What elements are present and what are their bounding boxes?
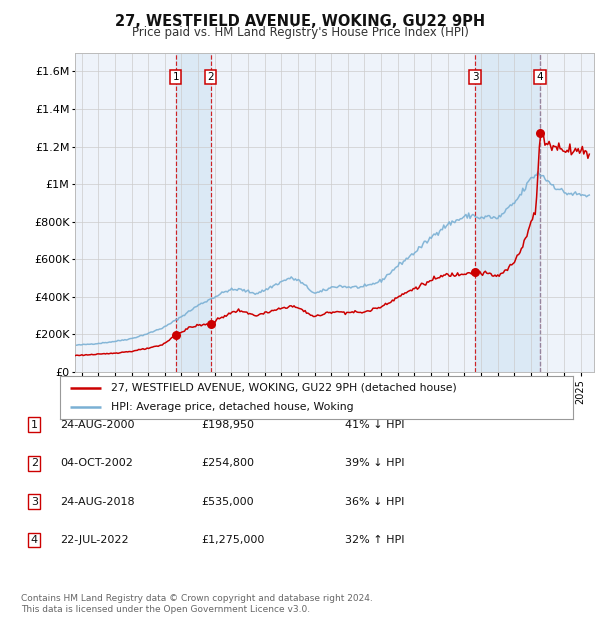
Text: 04-OCT-2002: 04-OCT-2002 xyxy=(60,458,133,468)
Text: 3: 3 xyxy=(472,72,478,82)
Text: 24-AUG-2018: 24-AUG-2018 xyxy=(60,497,134,507)
Text: 22-JUL-2022: 22-JUL-2022 xyxy=(60,535,128,545)
Text: £1,275,000: £1,275,000 xyxy=(201,535,265,545)
Text: 27, WESTFIELD AVENUE, WOKING, GU22 9PH (detached house): 27, WESTFIELD AVENUE, WOKING, GU22 9PH (… xyxy=(112,383,457,392)
Text: 2: 2 xyxy=(208,72,214,82)
Text: Contains HM Land Registry data © Crown copyright and database right 2024.: Contains HM Land Registry data © Crown c… xyxy=(21,593,373,603)
Text: £535,000: £535,000 xyxy=(201,497,254,507)
Bar xyxy=(176,53,211,372)
Text: 4: 4 xyxy=(31,535,38,545)
Text: 24-AUG-2000: 24-AUG-2000 xyxy=(60,420,134,430)
Text: 27, WESTFIELD AVENUE, WOKING, GU22 9PH: 27, WESTFIELD AVENUE, WOKING, GU22 9PH xyxy=(115,14,485,29)
Text: 36% ↓ HPI: 36% ↓ HPI xyxy=(345,497,404,507)
Text: 41% ↓ HPI: 41% ↓ HPI xyxy=(345,420,404,430)
Text: 4: 4 xyxy=(537,72,544,82)
Text: 2: 2 xyxy=(31,458,38,468)
Text: 39% ↓ HPI: 39% ↓ HPI xyxy=(345,458,404,468)
Text: HPI: Average price, detached house, Woking: HPI: Average price, detached house, Woki… xyxy=(112,402,354,412)
Text: 3: 3 xyxy=(31,497,38,507)
Text: This data is licensed under the Open Government Licence v3.0.: This data is licensed under the Open Gov… xyxy=(21,604,310,614)
Text: Price paid vs. HM Land Registry's House Price Index (HPI): Price paid vs. HM Land Registry's House … xyxy=(131,26,469,39)
Text: 32% ↑ HPI: 32% ↑ HPI xyxy=(345,535,404,545)
Text: £198,950: £198,950 xyxy=(201,420,254,430)
Text: £254,800: £254,800 xyxy=(201,458,254,468)
Text: 1: 1 xyxy=(172,72,179,82)
Text: 1: 1 xyxy=(31,420,38,430)
Bar xyxy=(475,53,540,372)
